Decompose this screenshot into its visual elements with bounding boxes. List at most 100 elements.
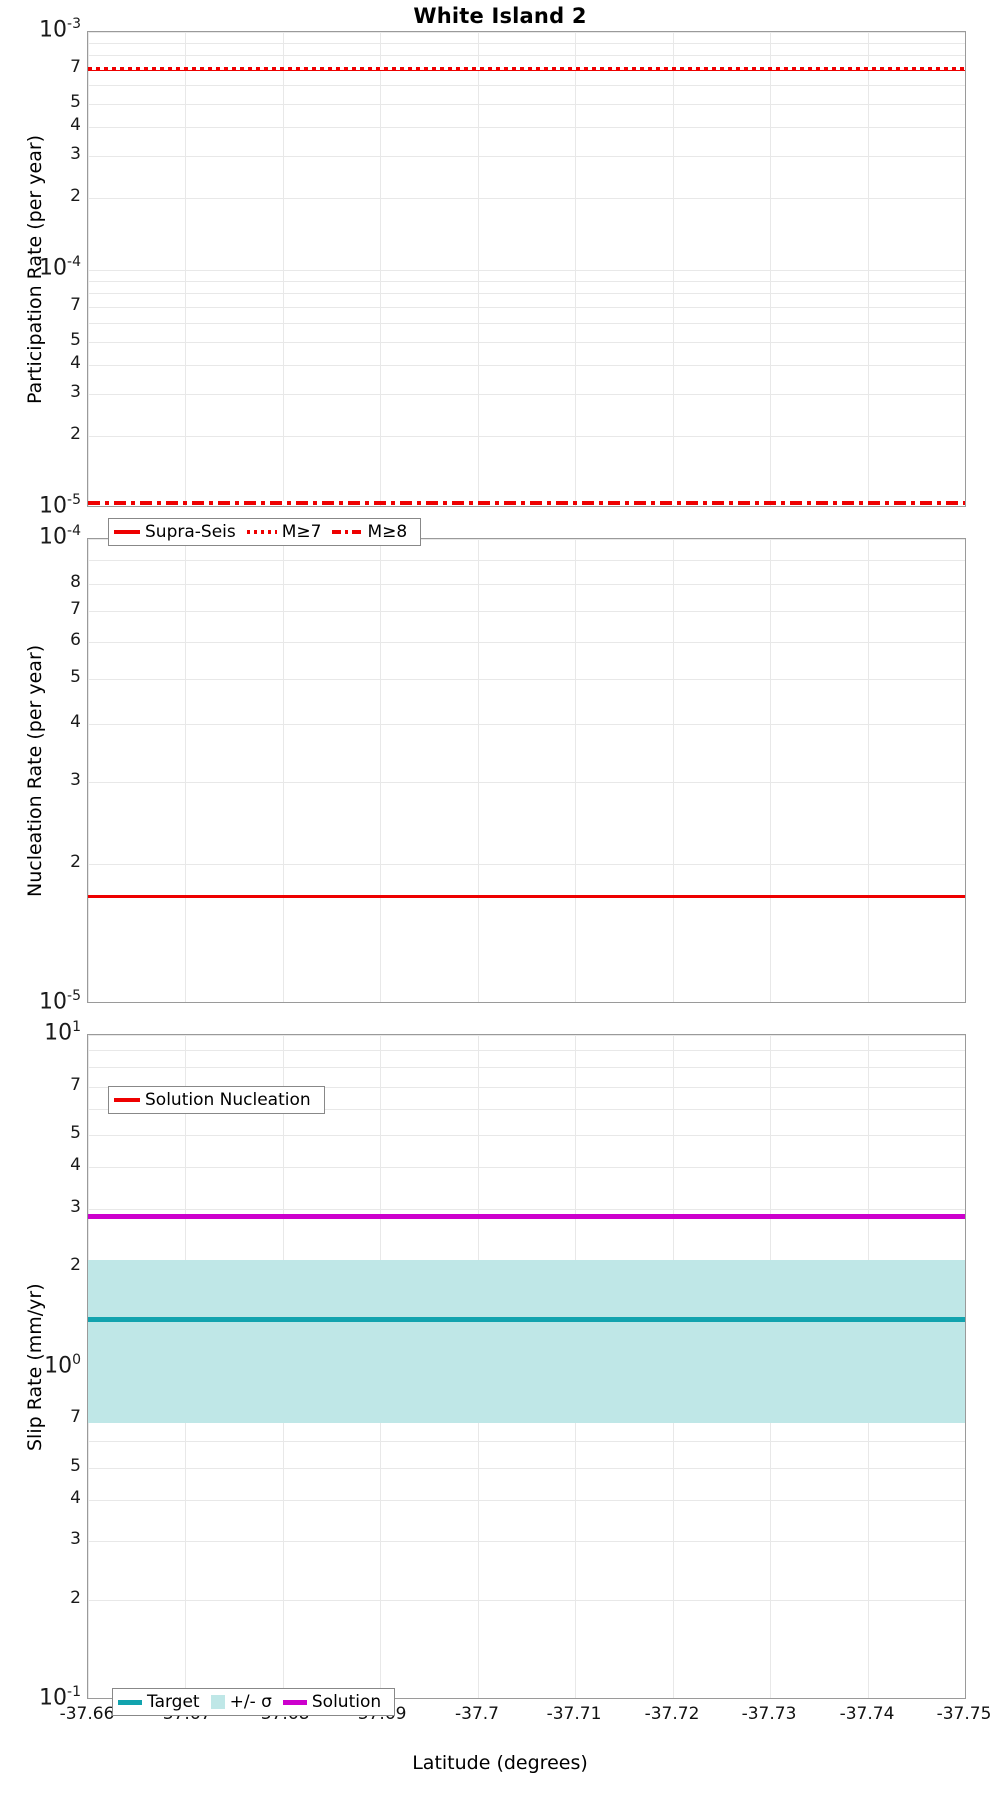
gridline-horizontal	[88, 1135, 965, 1136]
legend-label: Supra-Seis	[145, 522, 236, 542]
legend-swatch-dotted	[246, 530, 277, 534]
gridline-vertical	[575, 539, 576, 1002]
gridline-horizontal	[88, 1050, 965, 1051]
gridline-horizontal	[88, 307, 965, 308]
series-line-m7	[88, 66, 965, 70]
gridline-horizontal	[88, 642, 965, 643]
gridline-horizontal	[88, 156, 965, 157]
gridline-horizontal	[88, 1035, 965, 1036]
y-tick-major: 10-5	[39, 492, 81, 519]
y-tick-minor: 5	[70, 666, 81, 687]
legend-swatch-solid	[282, 1699, 307, 1705]
gridline-horizontal	[88, 1600, 965, 1601]
legend-label: Solution	[311, 1692, 382, 1712]
y-tick-minor: 4	[70, 352, 81, 373]
y-tick-minor: 8	[70, 572, 81, 593]
y-tick-minor: 3	[70, 382, 81, 403]
legend-participation[interactable]: Supra-Seis M≥7 M≥8	[108, 518, 422, 546]
y-tick-minor: 5	[70, 1455, 81, 1476]
gridline-horizontal	[88, 864, 965, 865]
legend-swatch-solid	[114, 530, 140, 534]
y-tick-minor: 3	[70, 770, 81, 791]
y-tick-minor: 6	[70, 630, 81, 651]
y-tick-minor: 3	[70, 144, 81, 165]
gridline-vertical	[868, 32, 869, 506]
page-title: White Island 2	[413, 4, 587, 28]
legend-swatch-dashdot	[332, 530, 363, 534]
gridline-horizontal	[88, 1209, 965, 1210]
gridline-vertical	[770, 32, 771, 506]
gridline-vertical	[868, 539, 869, 1002]
legend-label: M≥7	[281, 522, 322, 542]
panel-nucleation-rate	[87, 538, 966, 1003]
gridline-vertical	[575, 32, 576, 506]
x-tick-label: -37.73	[741, 1704, 797, 1724]
series-line-solution	[88, 1214, 965, 1220]
gridline-vertical	[770, 539, 771, 1002]
gridline-horizontal	[88, 1109, 965, 1110]
gridline-horizontal	[88, 365, 965, 366]
y-tick-minor: 2	[70, 186, 81, 207]
gridline-horizontal	[88, 1500, 965, 1501]
y-tick-minor: 3	[70, 1529, 81, 1550]
gridline-vertical	[478, 539, 479, 1002]
gridline-horizontal	[88, 270, 965, 271]
gridline-horizontal	[88, 584, 965, 585]
y-tick-major: 10-3	[39, 16, 81, 43]
panel-slip-rate	[87, 1034, 966, 1699]
gridline-horizontal	[88, 394, 965, 395]
y-tick-minor: 2	[70, 1587, 81, 1608]
gridline-horizontal	[88, 1167, 965, 1168]
gridline-vertical	[380, 32, 381, 506]
gridline-horizontal	[88, 1468, 965, 1469]
y-tick-minor: 4	[70, 1487, 81, 1508]
gridline-vertical	[88, 539, 89, 1002]
legend-label: Solution Nucleation	[145, 1090, 311, 1110]
y-tick-minor: 4	[70, 1155, 81, 1176]
x-tick-label: -37.66	[59, 1704, 115, 1724]
y-tick-minor: 2	[70, 852, 81, 873]
y-tick-major: 10-1	[39, 1684, 81, 1711]
x-tick-label: -37.75	[936, 1704, 992, 1724]
gridline-horizontal	[88, 85, 965, 86]
gridline-horizontal	[88, 436, 965, 437]
y-tick-minor: 2	[70, 1255, 81, 1276]
gridline-horizontal	[88, 1441, 965, 1442]
x-tick-label: -37.72	[644, 1704, 700, 1724]
legend-label: Target	[147, 1692, 200, 1712]
series-line-solution-nucleation	[88, 894, 965, 898]
gridline-horizontal	[88, 293, 965, 294]
x-tick-label: -37.74	[839, 1704, 895, 1724]
gridline-horizontal	[88, 560, 965, 561]
gridline-vertical	[185, 32, 186, 506]
gridline-horizontal	[88, 611, 965, 612]
gridline-vertical	[478, 32, 479, 506]
gridline-horizontal	[88, 1541, 965, 1542]
gridline-horizontal	[88, 32, 965, 33]
y-tick-minor: 7	[70, 1074, 81, 1095]
gridline-horizontal	[88, 679, 965, 680]
gridline-horizontal	[88, 43, 965, 44]
legend-nucleation[interactable]: Solution Nucleation	[108, 1086, 325, 1114]
y-tick-minor: 7	[70, 599, 81, 620]
gridline-vertical	[380, 539, 381, 1002]
y-tick-minor: 3	[70, 1196, 81, 1217]
series-line-target	[88, 1316, 965, 1322]
y-tick-major: 10-4	[39, 254, 81, 281]
x-tick-label: -37.71	[546, 1704, 602, 1724]
legend-swatch-solid	[114, 1098, 140, 1102]
panel-participation-rate	[87, 31, 966, 507]
gridline-horizontal	[88, 104, 965, 105]
gridline-horizontal	[88, 342, 965, 343]
legend-label: +/- σ	[229, 1692, 272, 1712]
gridline-vertical	[673, 32, 674, 506]
legend-slip-rate[interactable]: Target +/- σ Solution	[112, 1688, 396, 1716]
gridline-horizontal	[88, 539, 965, 540]
plot-area-3	[88, 1035, 965, 1698]
y-tick-minor: 5	[70, 91, 81, 112]
sigma-uncertainty-band	[88, 1260, 965, 1424]
gridline-vertical	[88, 32, 89, 506]
gridline-vertical	[283, 32, 284, 506]
y-tick-minor: 2	[70, 424, 81, 445]
